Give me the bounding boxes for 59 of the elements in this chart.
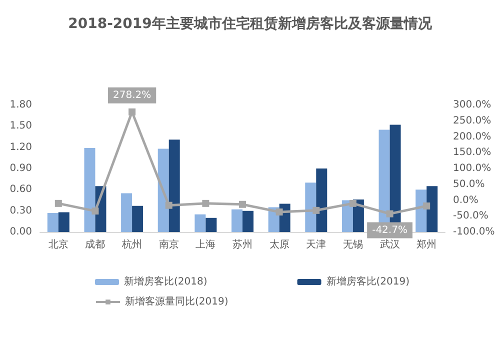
y-tick-label: 0.60 [10,184,32,196]
y2-tick-label: 300.0% [453,100,492,110]
y2-tick-label: 250.0% [453,115,492,126]
x-tick-label: 郑州 [416,238,437,250]
y-tick-label: 1.50 [10,120,32,132]
bar [132,206,144,232]
point [349,200,356,207]
y2-tick-label: 100.0% [453,163,492,174]
bar [158,148,169,232]
x-tick-label: 上海 [196,238,216,250]
bar [84,148,96,232]
bar [426,186,438,232]
y2-tick-label: 50.0% [453,178,485,190]
point [54,200,62,207]
y2-tick-label: -50.0% [453,210,488,222]
y-tick-label: 1.80 [10,100,32,110]
chart-title: 2018-2019年主要城市住宅租赁新增房客比及客源量情况 [68,15,433,32]
x-tick-label: 武汉 [380,238,400,250]
point [423,202,430,210]
y-tick-label: 0.00 [10,226,32,238]
x-tick-label: 天津 [306,238,326,250]
bar [242,210,254,232]
y2-tick-label: 200.0% [453,131,492,142]
point [128,108,136,116]
bar [121,193,132,232]
legend-label: 新增房客比(2019) [326,276,410,288]
point [312,206,320,214]
bar [47,212,58,232]
x-tick-label: 苏州 [232,238,252,250]
y2-tick-label: -100.0% [453,226,495,238]
bar [232,209,242,232]
x-tick-label: 南京 [158,238,179,250]
bar [168,140,180,232]
bar [416,190,427,232]
x-tick-label: 杭州 [121,238,142,250]
x-tick-label: 北京 [48,238,68,250]
x-tick-label: 成都 [85,238,106,250]
point [386,210,394,218]
bar [194,214,206,232]
bar [316,168,328,232]
x-tick-label: 无锡 [342,240,363,250]
data-label: -42.7% [372,224,408,236]
point [202,200,210,207]
legend-label: 新增客源量同比(2019) [125,296,228,308]
data-label: 278.2% [112,90,152,101]
bar [305,182,316,232]
y-tick-label: 1.20 [10,142,32,153]
bar [206,218,217,232]
y-tick-label: 0.30 [10,205,32,216]
point [239,200,246,208]
y2-tick-label: 0.0% [453,194,478,206]
x-tick-label: 太原 [269,238,290,250]
legend-label: 新增房客比(2018) [124,276,208,288]
point [276,208,283,216]
point [92,208,99,215]
point [165,202,172,209]
bar [58,212,70,232]
y2-tick-label: 150.0% [453,147,492,158]
y-tick-label: 0.90 [10,163,32,174]
